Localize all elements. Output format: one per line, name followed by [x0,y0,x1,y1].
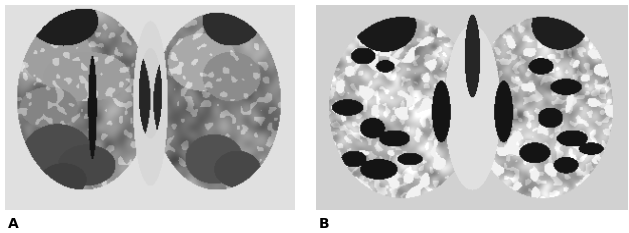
Text: B: B [319,217,330,231]
Text: A: A [8,217,19,231]
